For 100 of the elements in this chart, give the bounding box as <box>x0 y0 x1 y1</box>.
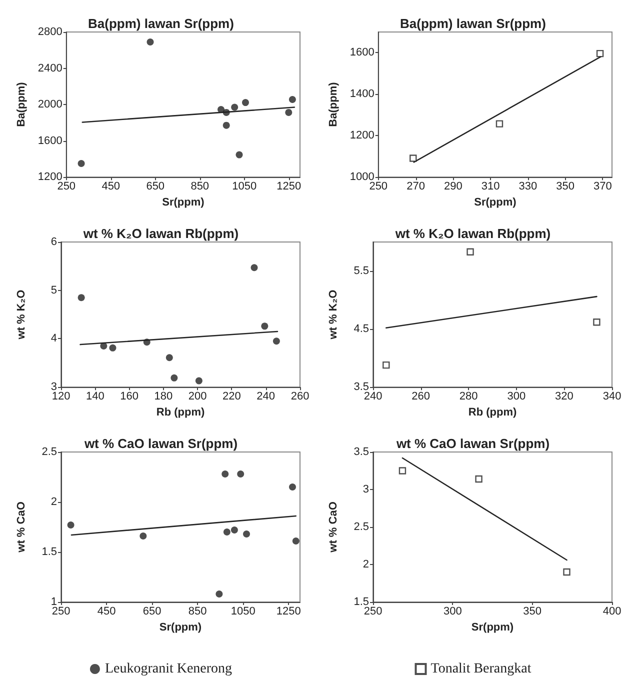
y-axis-title: wt % K₂O <box>16 289 28 340</box>
legend-label: Tonalit Berangkat <box>430 662 532 676</box>
x-tick-label: 240 <box>256 390 276 403</box>
point <box>170 374 178 382</box>
x-tick-label: 1050 <box>232 180 257 193</box>
x-tick-label: 300 <box>507 390 526 403</box>
x-axis-title: Sr(ppm) <box>162 196 205 208</box>
y-tick-label: 5 <box>50 284 57 296</box>
point <box>261 322 268 330</box>
y-tick-label: 1.5 <box>354 596 369 608</box>
point <box>288 484 296 490</box>
x-tick-label: 350 <box>523 606 542 618</box>
y-tick-label: 3 <box>362 484 369 496</box>
x-tick-label: 300 <box>443 606 462 618</box>
y-tick-label: 2.5 <box>354 521 369 533</box>
point <box>250 264 258 272</box>
point <box>222 122 230 129</box>
y-tick-label: 2.5 <box>42 446 57 458</box>
x-tick-label: 140 <box>86 390 104 403</box>
point <box>382 361 390 369</box>
y-tick-label: 2800 <box>38 26 62 38</box>
point <box>237 470 244 478</box>
chart-title: wt % K₂O lawan Rb(ppm) <box>394 226 551 241</box>
point <box>231 104 238 111</box>
y-tick-label: 1.5 <box>42 546 57 558</box>
chart-title: wt % CaO lawan Sr(ppm) <box>83 436 238 451</box>
point <box>496 120 504 128</box>
x-tick-label: 370 <box>593 180 612 193</box>
y-tick-label: 1 <box>50 596 57 608</box>
point <box>143 338 150 346</box>
point <box>288 96 296 103</box>
y-tick-label: 6 <box>50 236 57 248</box>
point <box>100 342 108 350</box>
chart-title: wt % K₂O lawan Rb(ppm) <box>82 226 239 241</box>
y-axis-title: wt % CaO <box>16 501 28 554</box>
x-tick-label: 650 <box>142 606 162 618</box>
x-axis-title: Rb (ppm) <box>156 406 205 418</box>
x-tick-label: 250 <box>369 180 388 193</box>
chart-title: wt % CaO lawan Sr(ppm) <box>395 436 550 451</box>
y-tick-label: 1600 <box>350 46 374 59</box>
point <box>195 377 202 384</box>
point <box>272 338 280 345</box>
x-tick-label: 280 <box>459 390 478 403</box>
x-tick-label: 330 <box>518 180 538 193</box>
x-tick-label: 260 <box>412 390 430 403</box>
x-tick-label: 160 <box>120 390 138 403</box>
point <box>596 50 604 58</box>
point <box>230 526 238 534</box>
point <box>140 532 147 540</box>
x-tick-label: 120 <box>52 390 70 403</box>
y-tick-label: 3.5 <box>354 446 369 458</box>
x-tick-label: 250 <box>52 606 70 618</box>
x-tick-label: 200 <box>188 390 207 403</box>
point <box>146 38 154 46</box>
point <box>593 318 600 326</box>
x-axis-title: Sr(ppm) <box>471 621 514 634</box>
point <box>236 151 243 158</box>
point <box>292 538 300 544</box>
point <box>563 568 570 576</box>
y-axis-title: Ba(ppm) <box>328 82 340 127</box>
y-tick-label: 1200 <box>350 130 374 142</box>
point <box>243 530 250 538</box>
x-axis-title: Rb (ppm) <box>468 406 517 418</box>
x-tick-label: 290 <box>444 180 462 193</box>
point <box>410 154 417 162</box>
x-tick-label: 650 <box>146 180 165 193</box>
x-tick-label: 260 <box>290 390 310 403</box>
point <box>166 354 173 362</box>
y-tick-label: 1600 <box>38 134 62 147</box>
x-tick-label: 850 <box>190 180 210 193</box>
y-axis-title: wt % CaO <box>328 501 340 554</box>
y-tick-label: 4.5 <box>354 323 369 336</box>
x-tick-label: 450 <box>102 180 120 193</box>
point <box>222 108 230 116</box>
y-axis-title: Ba(ppm) <box>16 82 28 127</box>
point <box>216 590 223 598</box>
point <box>242 99 249 106</box>
y-tick-label: 1400 <box>350 88 374 100</box>
chart-title: Ba(ppm) lawan Sr(ppm) <box>400 16 546 31</box>
x-tick-label: 1050 <box>230 606 256 618</box>
legend-label: Leukogranit Kenerong <box>104 662 232 676</box>
x-tick-label: 180 <box>154 390 173 403</box>
x-tick-label: 270 <box>406 180 425 193</box>
y-tick-label: 4 <box>50 332 57 345</box>
x-tick-label: 240 <box>364 390 382 403</box>
point <box>78 294 85 302</box>
point <box>285 108 292 116</box>
x-tick-label: 400 <box>602 606 622 618</box>
x-tick-label: 450 <box>97 606 116 618</box>
x-tick-label: 310 <box>481 180 500 193</box>
y-tick-label: 3.5 <box>354 381 369 394</box>
x-tick-label: 1250 <box>276 180 302 193</box>
point <box>466 248 474 256</box>
point <box>398 467 406 474</box>
x-tick-label: 1250 <box>276 606 301 618</box>
y-axis-title: wt % K₂O <box>328 289 340 340</box>
x-tick-label: 850 <box>188 606 207 618</box>
x-tick-label: 350 <box>556 180 574 193</box>
y-tick-label: 2 <box>362 558 369 570</box>
x-tick-label: 250 <box>364 606 382 618</box>
